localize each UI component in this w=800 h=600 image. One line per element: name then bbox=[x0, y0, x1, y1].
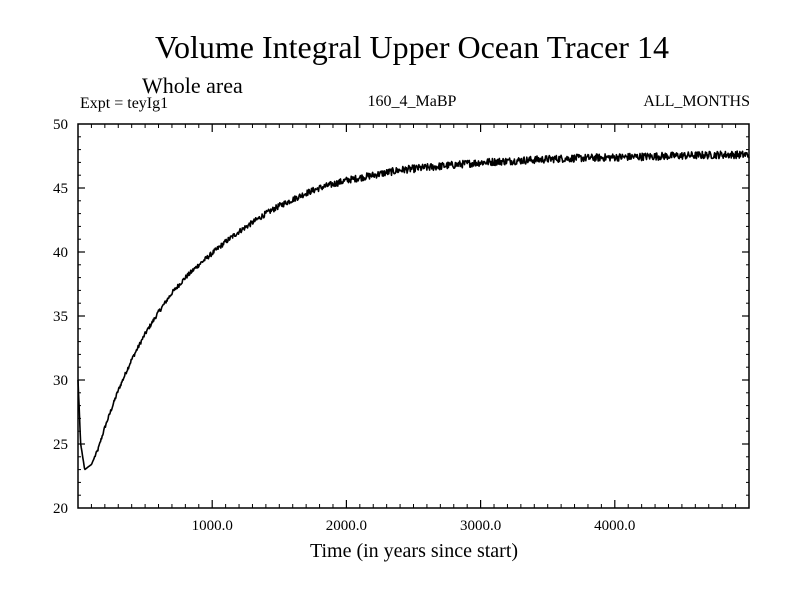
x-axis-label: Time (in years since start) bbox=[310, 540, 518, 562]
series-line bbox=[77, 150, 750, 471]
y-tick-label: 45 bbox=[53, 181, 68, 197]
expt-label: Expt = teyIg1 bbox=[80, 95, 168, 112]
chart-subtitle: Whole area bbox=[142, 73, 243, 98]
x-axis: 1000.0 2000.0 3000.0 4000.0 bbox=[90, 124, 737, 534]
x-tick-label: 4000.0 bbox=[594, 518, 635, 534]
x-tick-label: 3000.0 bbox=[460, 518, 501, 534]
x-tick-label: 1000.0 bbox=[192, 518, 233, 534]
months-label: ALL_MONTHS bbox=[643, 93, 750, 110]
y-tick-label: 20 bbox=[53, 501, 68, 517]
y-axis: 20 25 30 35 40 45 50 bbox=[53, 117, 749, 517]
y-tick-label: 35 bbox=[53, 309, 68, 325]
plot-frame bbox=[77, 123, 750, 509]
run-label: 160_4_MaBP bbox=[368, 93, 457, 110]
y-tick-label: 50 bbox=[53, 117, 68, 133]
y-tick-label: 40 bbox=[53, 245, 68, 261]
y-tick-label: 25 bbox=[53, 437, 68, 453]
x-tick-label: 2000.0 bbox=[326, 518, 367, 534]
chart-title: Volume Integral Upper Ocean Tracer 14 bbox=[155, 29, 669, 65]
y-tick-label: 30 bbox=[53, 373, 68, 389]
